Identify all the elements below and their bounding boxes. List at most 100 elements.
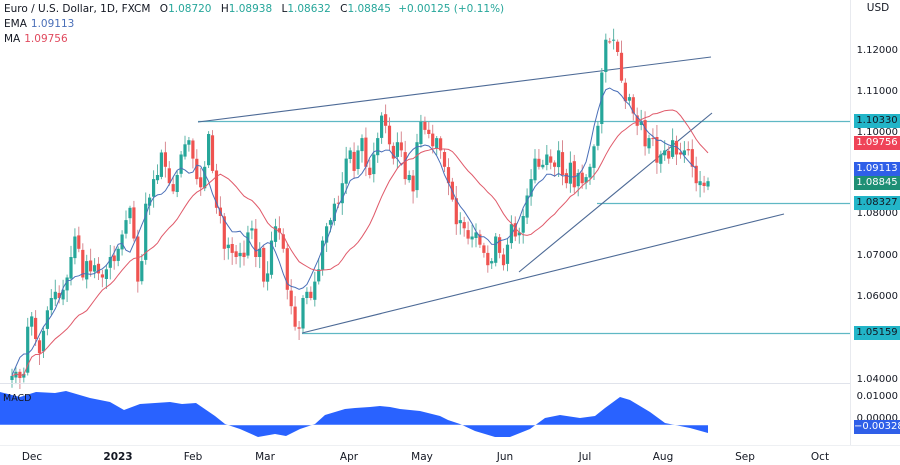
- symbol-title[interactable]: Euro / U.S. Dollar, 1D, FXCM: [4, 3, 151, 15]
- candle: [34, 310, 38, 346]
- candle: [53, 279, 57, 306]
- candle: [116, 246, 120, 267]
- candle: [81, 243, 85, 281]
- time-tick: Feb: [183, 451, 203, 463]
- candle: [387, 117, 392, 151]
- macd-histogram: [0, 391, 708, 437]
- candle: [207, 131, 211, 168]
- candle: [238, 242, 242, 268]
- candle: [266, 261, 270, 291]
- candle: [604, 33, 608, 83]
- candle: [230, 237, 234, 265]
- candle: [698, 171, 702, 198]
- candle: [541, 159, 545, 170]
- candle: [588, 163, 592, 185]
- candle: [608, 37, 612, 44]
- horizontal-levels: [198, 120, 850, 335]
- candle: [30, 312, 34, 336]
- time-tick: Apr: [339, 451, 359, 463]
- candle: [96, 257, 101, 280]
- time-tick: Mar: [255, 451, 275, 463]
- candle: [360, 134, 364, 163]
- candle: [250, 220, 254, 240]
- candle: [521, 209, 525, 244]
- candle: [210, 130, 215, 174]
- ema-line[interactable]: [11, 87, 697, 376]
- ema-row[interactable]: EMA 1.09113: [4, 17, 504, 32]
- candle: [407, 170, 411, 183]
- candle: [297, 321, 301, 340]
- candle: [321, 236, 325, 276]
- candle: [533, 149, 537, 184]
- trendline[interactable]: [518, 112, 713, 273]
- candle: [627, 93, 631, 106]
- candle: [293, 296, 297, 331]
- candle: [289, 279, 293, 315]
- candle: [415, 133, 419, 198]
- high-value: 1.08938: [228, 3, 273, 15]
- time-tick: Dec: [21, 451, 43, 463]
- candle: [171, 177, 175, 195]
- candle: [277, 216, 281, 240]
- candle: [368, 159, 372, 179]
- currency-button[interactable]: USD: [858, 0, 898, 16]
- candle: [572, 154, 576, 194]
- time-tick: Jun: [496, 451, 514, 463]
- candle: [549, 149, 553, 170]
- trendline[interactable]: [301, 213, 785, 334]
- candle: [65, 274, 69, 302]
- candle: [399, 131, 403, 157]
- candle: [435, 136, 439, 155]
- candle: [486, 245, 490, 273]
- candle: [580, 164, 584, 189]
- trendline[interactable]: [197, 56, 712, 123]
- candle: [332, 198, 336, 226]
- candle: [183, 135, 187, 160]
- candle: [490, 258, 494, 269]
- candle: [203, 161, 207, 192]
- candle: [155, 164, 160, 184]
- candle: [501, 248, 506, 271]
- candle: [671, 128, 675, 159]
- candle: [273, 218, 278, 248]
- candle: [442, 149, 447, 172]
- candle: [112, 245, 116, 270]
- candle: [466, 221, 470, 245]
- candle: [482, 242, 486, 258]
- candle: [631, 94, 635, 121]
- candle: [616, 39, 620, 56]
- price-tick: 1.07000: [856, 250, 898, 261]
- candle: [309, 286, 313, 301]
- price-tick: 1.06000: [856, 291, 898, 302]
- ma-line[interactable]: [11, 109, 709, 377]
- candle: [73, 228, 77, 265]
- ma-row[interactable]: MA 1.09756: [4, 32, 504, 47]
- candle: [380, 112, 384, 144]
- candle: [458, 212, 462, 235]
- candle: [364, 127, 368, 177]
- last-price-tag: 1.08845: [854, 176, 900, 190]
- candle: [179, 151, 183, 178]
- candle: [108, 245, 112, 280]
- candle: [93, 258, 97, 279]
- close-label: C: [340, 3, 348, 15]
- candle: [553, 160, 557, 177]
- candle: [596, 121, 600, 151]
- candle: [545, 145, 549, 171]
- candle: [61, 279, 65, 306]
- candle: [124, 210, 128, 239]
- candle: [100, 269, 104, 288]
- trendlines: [197, 56, 785, 334]
- candle: [403, 140, 407, 185]
- candle: [199, 167, 203, 196]
- candle: [427, 121, 431, 139]
- candle: [494, 233, 498, 267]
- candle: [281, 228, 285, 253]
- candle: [619, 40, 624, 83]
- moving-averages: [11, 87, 709, 377]
- candle: [537, 149, 541, 170]
- candle: [132, 200, 136, 242]
- candle: [175, 170, 179, 198]
- price-tick: 1.11000: [856, 86, 898, 97]
